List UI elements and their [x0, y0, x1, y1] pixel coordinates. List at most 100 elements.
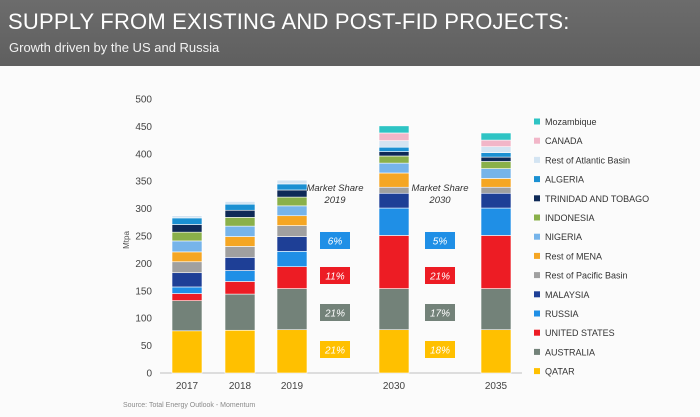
- bar-segment: [171, 293, 203, 301]
- slide-title: SUPPLY FROM EXISTING AND POST-FID PROJEC…: [8, 9, 570, 34]
- legend-swatch: [534, 195, 540, 202]
- bar-segment: [378, 288, 410, 331]
- bar-segment: [276, 288, 308, 331]
- bar-segment: [378, 207, 410, 236]
- market-share-box: [320, 341, 350, 358]
- bar-segment: [171, 300, 203, 332]
- legend-swatch: [534, 118, 540, 125]
- bar-segment: [171, 261, 203, 274]
- bar-segment: [276, 179, 308, 185]
- legend-label: RUSSIA: [545, 309, 579, 319]
- legend-swatch: [534, 348, 540, 355]
- bar-segment: [171, 215, 203, 219]
- legend-label: Mozambique: [545, 117, 597, 127]
- bar-segment: [378, 329, 410, 374]
- bar-segment: [480, 139, 512, 147]
- bar-segment: [276, 236, 308, 252]
- slide-subtitle: Growth driven by the US and Russia: [9, 40, 220, 55]
- y-tick-label: 150: [135, 286, 152, 297]
- bar-segment: [480, 132, 512, 141]
- legend-label: NIGERIA: [545, 232, 582, 242]
- legend-swatch: [534, 368, 540, 375]
- legend-swatch: [534, 137, 540, 144]
- market-share-title: Market Share: [306, 183, 363, 194]
- y-axis-label: Mtpa: [122, 231, 131, 249]
- bar-segment: [171, 272, 203, 288]
- bar-segment: [224, 329, 256, 374]
- x-tick-label: 2019: [281, 381, 304, 392]
- y-tick-label: 200: [135, 259, 152, 270]
- market-share-value: 21%: [324, 309, 345, 320]
- x-tick-label: 2017: [176, 381, 199, 392]
- market-share-value: 18%: [430, 346, 450, 357]
- bar-segment: [276, 205, 308, 217]
- y-tick-label: 450: [135, 122, 152, 133]
- bar-segment: [276, 183, 308, 191]
- legend-label: AUSTRALIA: [545, 347, 595, 357]
- bar-segment: [224, 201, 256, 205]
- market-share-value: 11%: [325, 272, 344, 283]
- legend-label: Rest of Atlantic Basin: [545, 155, 630, 165]
- y-tick-label: 350: [135, 177, 152, 188]
- bar-segment: [276, 215, 308, 226]
- market-share-box: [425, 341, 455, 358]
- bar-segment: [378, 192, 410, 209]
- bar-segment: [224, 281, 256, 295]
- bar-segment: [276, 225, 308, 237]
- bar-segment: [378, 155, 410, 164]
- bar-segment: [224, 236, 256, 247]
- legend-swatch: [534, 156, 540, 163]
- bar-segment: [378, 162, 410, 174]
- bar-segment: [480, 152, 512, 158]
- y-tick-label: 50: [141, 341, 153, 352]
- legend-swatch: [534, 233, 540, 240]
- bar-segment: [378, 186, 410, 194]
- market-share-title: Market Share: [411, 183, 468, 194]
- bar-segment: [480, 161, 512, 169]
- bar-segment: [378, 172, 410, 188]
- source-note: Source: Total Energy Outlook - Momentum: [123, 402, 256, 409]
- market-share-box: [425, 304, 455, 321]
- market-share-value: 21%: [429, 272, 450, 283]
- market-share-value: 21%: [324, 346, 345, 357]
- legend-swatch: [534, 214, 540, 221]
- x-tick-label: 2018: [229, 381, 252, 392]
- market-share-year: 2030: [428, 195, 451, 206]
- legend-swatch: [534, 176, 540, 183]
- bar-segment: [378, 151, 410, 157]
- market-share-value: 6%: [328, 237, 343, 248]
- bar-segment: [224, 217, 256, 227]
- bar-segment: [171, 217, 203, 225]
- market-share-box: [320, 232, 350, 249]
- bar-segment: [480, 329, 512, 374]
- legend-swatch: [534, 272, 540, 279]
- market-share-box: [425, 232, 455, 249]
- bar-segment: [224, 225, 256, 237]
- legend-label: TRINIDAD AND TOBAGO: [545, 194, 649, 204]
- bar-segment: [171, 224, 203, 233]
- bar-segment: [480, 146, 512, 154]
- bar-segment: [480, 192, 512, 209]
- market-share-box: [320, 304, 350, 321]
- legend-swatch: [534, 310, 540, 317]
- bar-segment: [171, 251, 203, 263]
- y-tick-label: 100: [135, 314, 152, 325]
- bar-segment: [378, 235, 410, 289]
- y-tick-label: 400: [135, 149, 152, 160]
- bar-segment: [480, 235, 512, 289]
- bar-segment: [480, 288, 512, 331]
- legend-label: INDONESIA: [545, 213, 595, 223]
- bar-segment: [480, 156, 512, 162]
- bar-segment: [276, 196, 308, 207]
- bar-segment: [171, 240, 203, 253]
- bar-segment: [378, 132, 410, 141]
- legend-label: QATAR: [545, 367, 575, 377]
- legend-label: Rest of Pacific Basin: [545, 271, 628, 281]
- bar-segment: [224, 209, 256, 218]
- bar-segment: [276, 189, 308, 198]
- bar-segment: [276, 329, 308, 374]
- legend-swatch: [534, 329, 540, 336]
- bar-segment: [224, 270, 256, 282]
- y-tick-label: 250: [135, 232, 152, 243]
- bar-segment: [480, 178, 512, 188]
